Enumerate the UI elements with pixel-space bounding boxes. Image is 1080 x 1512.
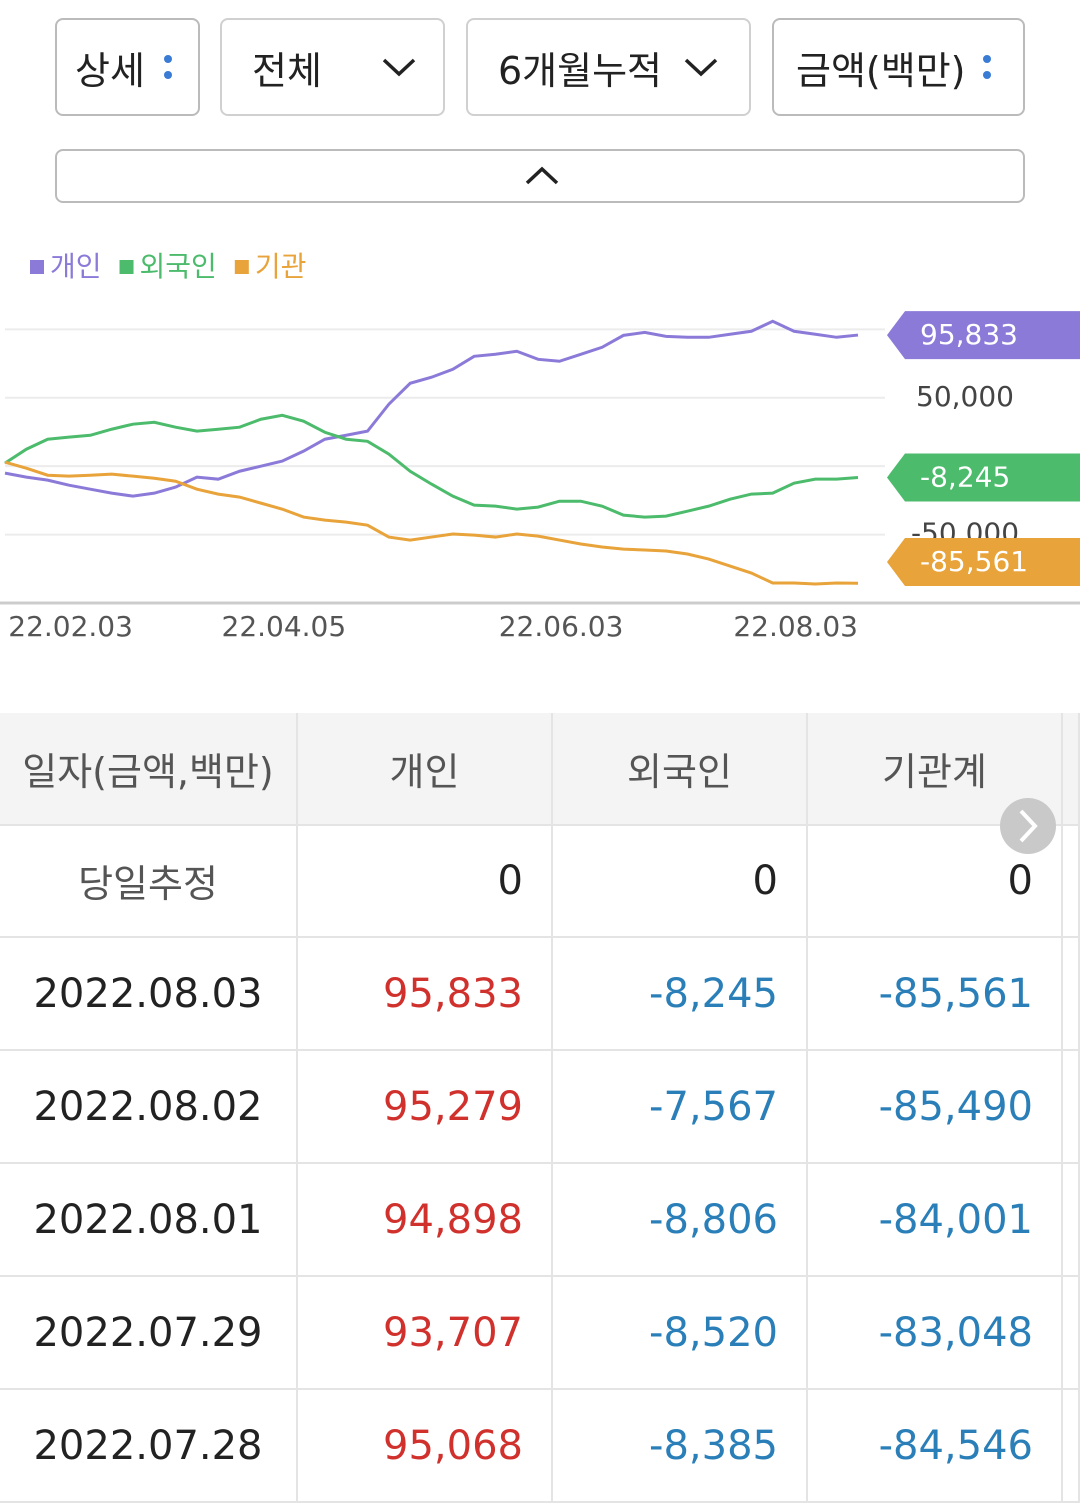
filter-label: 상세 (75, 48, 145, 93)
value-cell: -8,806 (553, 1164, 808, 1275)
value-cell: 93,707 (298, 1277, 553, 1388)
date-cell: 2022.08.01 (0, 1164, 298, 1275)
value-cell: -85,561 (808, 938, 1063, 1049)
filter-period[interactable]: 6개월누적 (466, 18, 751, 116)
collapse-button[interactable] (55, 149, 1025, 203)
x-tick-label: 22.08.03 (733, 610, 858, 643)
chevron-up (525, 166, 559, 185)
value-cell (1063, 825, 1080, 936)
table-row: 2022.07.28 95,068 -8,385 -84,546 (0, 1390, 1080, 1503)
filter-label: 금액(백만) (796, 48, 966, 93)
legend-label: 개인 (50, 250, 102, 283)
chart: 개인외국인기관-50,000050,000100,00022.02.0322.0… (0, 250, 1080, 643)
date-cell: 2022.08.02 (0, 1051, 298, 1162)
value-cell: -83,048 (808, 1277, 1063, 1388)
table-row: 2022.07.29 93,707 -8,520 -83,048 (0, 1277, 1080, 1390)
value-cell (1063, 938, 1080, 1049)
date-cell: 2022.07.29 (0, 1277, 298, 1388)
end-value-badge (887, 538, 1080, 586)
value-cell (1063, 1390, 1080, 1501)
filter-detail[interactable]: 상세 (55, 18, 200, 116)
filter-label: 6개월누적 (498, 48, 663, 93)
value-cell: -84,001 (808, 1164, 1063, 1275)
value-cell: -8,385 (553, 1390, 808, 1501)
value-cell: 95,833 (298, 938, 553, 1049)
x-tick-label: 22.04.05 (222, 610, 347, 643)
series-line (4, 413, 859, 519)
legend-swatch (234, 260, 249, 274)
header-cell: 외국인 (553, 713, 808, 824)
value-cell: -8,520 (553, 1277, 808, 1388)
series-line (4, 319, 859, 498)
value-cell: -7,567 (553, 1051, 808, 1162)
x-tick-label: 22.02.03 (8, 610, 133, 643)
value-cell: -84,546 (808, 1390, 1063, 1501)
series-line (4, 460, 859, 586)
value-cell: 0 (298, 825, 553, 936)
x-tick-label: 22.06.03 (499, 610, 624, 643)
date-cell: 2022.08.03 (0, 938, 298, 1049)
value-cell: 0 (808, 825, 1063, 936)
header-cell: 개인 (298, 713, 553, 824)
filter-unit[interactable]: 금액(백만) (772, 18, 1025, 116)
menu-dots (982, 55, 991, 79)
value-cell: 95,068 (298, 1390, 553, 1501)
menu-dots (163, 55, 172, 79)
chevron-down (382, 58, 416, 77)
table-row: 2022.08.03 95,833 -8,245 -85,561 (0, 938, 1080, 1051)
value-cell (1063, 1164, 1080, 1275)
end-value-label: 95,833 (920, 318, 1018, 351)
value-cell (1063, 1277, 1080, 1388)
filter-label: 전체 (252, 48, 322, 93)
date-cell: 당일추정 (0, 825, 298, 936)
end-value-label: -8,245 (920, 460, 1010, 493)
value-cell: 95,279 (298, 1051, 553, 1162)
header-cell (1063, 713, 1080, 824)
legend-label: 외국인 (140, 250, 217, 283)
legend-swatch (119, 260, 134, 274)
table-header: 일자(금액,백만) 개인 외국인 기관계 (0, 713, 1080, 826)
end-value-badge (887, 311, 1080, 360)
value-cell: -8,245 (553, 938, 808, 1049)
table-row: 2022.08.02 95,279 -7,567 -85,490 (0, 1051, 1080, 1164)
value-cell: 0 (553, 825, 808, 936)
scroll-right-button[interactable] (999, 797, 1057, 855)
chevron-down (684, 58, 718, 77)
value-cell: -85,490 (808, 1051, 1063, 1162)
value-cell: 94,898 (298, 1164, 553, 1275)
header-cell: 기관계 (808, 713, 1063, 824)
header-cell: 일자(금액,백만) (0, 713, 298, 824)
end-value-badge (887, 453, 1080, 502)
end-value-label: -85,561 (920, 545, 1028, 578)
table-row: 당일추정 0 0 0 (0, 825, 1080, 938)
value-cell (1063, 1051, 1080, 1162)
date-cell: 2022.07.28 (0, 1390, 298, 1501)
filter-scope[interactable]: 전체 (220, 18, 445, 116)
legend-swatch (30, 260, 44, 274)
table-row: 2022.08.01 94,898 -8,806 -84,001 (0, 1164, 1080, 1277)
legend-label: 기관 (255, 250, 307, 283)
y-tick-label: 50,000 (916, 380, 1014, 413)
